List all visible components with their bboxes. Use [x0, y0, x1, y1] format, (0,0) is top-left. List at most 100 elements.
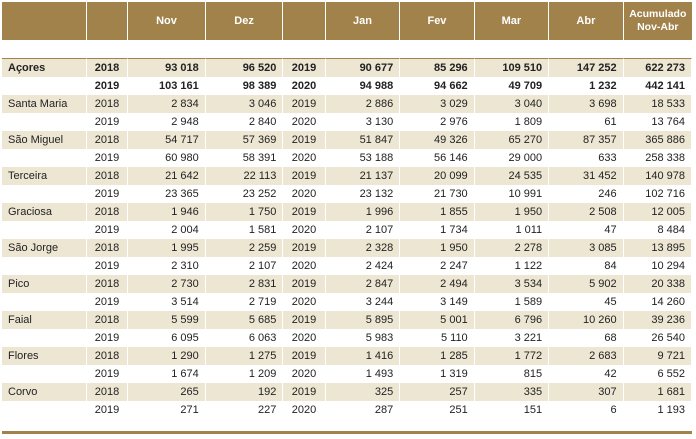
cell-abr: 61: [549, 113, 623, 131]
cell-jan: 325: [326, 383, 400, 401]
cell-name: [2, 149, 87, 167]
cell-acc: 622 273: [624, 58, 692, 77]
cell-mar: 49 709: [475, 77, 549, 95]
cell-jan: 23 132: [326, 185, 400, 203]
table-body: Açores 2018 93 018 96 520 2019 90 677 85 296 10…: [2, 40, 692, 419]
cell-y2: 2020: [283, 329, 325, 347]
cell-mar: 335: [475, 383, 549, 401]
cell-nov: 2 948: [128, 113, 206, 131]
table-row: São Jorge 2018 1 995 2 259 2019 2 328 1 950 2 2…: [2, 239, 692, 257]
cell-y1: 2019: [87, 293, 128, 311]
cell-y2: 2020: [283, 185, 325, 203]
cell-jan: 94 988: [326, 77, 400, 95]
cell-y1: 2019: [87, 185, 128, 203]
cell-fev: 2 976: [400, 113, 474, 131]
cell-fev: 257: [400, 383, 474, 401]
cell-name: Santa Maria: [2, 95, 87, 113]
cell-abr: 2 508: [549, 203, 623, 221]
spacer-row: [2, 40, 692, 58]
cell-nov: 2 730: [128, 275, 206, 293]
cell-acc: 12 005: [624, 203, 692, 221]
cell-fev: 5 110: [400, 329, 474, 347]
bottom-rule: [2, 431, 692, 434]
cell-jan: 3 130: [326, 113, 400, 131]
cell-dez: 2 719: [206, 293, 284, 311]
cell-y1: 2019: [87, 257, 128, 275]
cell-y1: 2019: [87, 401, 128, 419]
cell-y1: 2018: [87, 239, 128, 257]
cell-nov: 3 514: [128, 293, 206, 311]
cell-fev: 3 029: [400, 95, 474, 113]
cell-abr: 307: [549, 383, 623, 401]
cell-y1: 2018: [87, 203, 128, 221]
cell-nov: 1 674: [128, 365, 206, 383]
cell-y1: 2018: [87, 275, 128, 293]
cell-y1: 2018: [87, 58, 128, 77]
cell-y1: 2019: [87, 113, 128, 131]
header-abr: Abr: [549, 2, 623, 40]
cell-fev: 1 319: [400, 365, 474, 383]
cell-abr: 3 085: [549, 239, 623, 257]
header-accumulated: Acumulado Nov-Abr: [624, 2, 692, 40]
cell-dez: 192: [206, 383, 284, 401]
cell-y2: 2020: [283, 221, 325, 239]
cell-acc: 1 193: [624, 401, 692, 419]
cell-fev: 94 662: [400, 77, 474, 95]
table-row: 2019 2 004 1 581 2020 2 107 1 734 1 011 47 8 484: [2, 221, 692, 239]
table-row: 2019 103 161 98 389 2020 94 988 94 662 49 709 1…: [2, 77, 692, 95]
cell-mar: 109 510: [475, 58, 549, 77]
cell-nov: 6 095: [128, 329, 206, 347]
cell-mar: 24 535: [475, 167, 549, 185]
cell-abr: 147 252: [549, 58, 623, 77]
header-dez: Dez: [206, 2, 284, 40]
cell-y1: 2018: [87, 347, 128, 365]
cell-y2: 2019: [283, 275, 325, 293]
table-row: 2019 3 514 2 719 2020 3 244 3 149 1 589 45 14 26…: [2, 293, 692, 311]
cell-dez: 3 046: [206, 95, 284, 113]
cell-mar: 29 000: [475, 149, 549, 167]
cell-jan: 2 886: [326, 95, 400, 113]
cell-jan: 2 328: [326, 239, 400, 257]
cell-y1: 2018: [87, 131, 128, 149]
cell-acc: 14 260: [624, 293, 692, 311]
table-row: 2019 2 310 2 107 2020 2 424 2 247 1 122 84 10 29…: [2, 257, 692, 275]
cell-name: [2, 293, 87, 311]
cell-name: São Jorge: [2, 239, 87, 257]
cell-y2: 2020: [283, 365, 325, 383]
cell-mar: 3 040: [475, 95, 549, 113]
cell-jan: 90 677: [326, 58, 400, 77]
cell-jan: 1 493: [326, 365, 400, 383]
cell-mar: 1 589: [475, 293, 549, 311]
header-accumulated-line1: Acumulado: [629, 8, 686, 20]
cell-dez: 1 275: [206, 347, 284, 365]
cell-nov: 1 290: [128, 347, 206, 365]
table-row: 2019 23 365 23 252 2020 23 132 21 730 10 991 24…: [2, 185, 692, 203]
cell-y2: 2020: [283, 257, 325, 275]
cell-y1: 2019: [87, 221, 128, 239]
cell-y2: 2019: [283, 347, 325, 365]
cell-dez: 2 840: [206, 113, 284, 131]
header-row: Nov Dez Jan Fev Mar Abr Acumulado Nov-Abr: [2, 2, 692, 40]
cell-dez: 1 581: [206, 221, 284, 239]
cell-name: [2, 77, 87, 95]
cell-acc: 9 721: [624, 347, 692, 365]
cell-abr: 68: [549, 329, 623, 347]
cell-acc: 26 540: [624, 329, 692, 347]
cell-acc: 8 484: [624, 221, 692, 239]
cell-y2: 2020: [283, 77, 325, 95]
cell-y2: 2019: [283, 203, 325, 221]
cell-dez: 2 831: [206, 275, 284, 293]
table-row: Açores 2018 93 018 96 520 2019 90 677 85 296 10…: [2, 58, 692, 77]
cell-y1: 2018: [87, 383, 128, 401]
cell-fev: 2 247: [400, 257, 474, 275]
cell-y2: 2019: [283, 95, 325, 113]
cell-dez: 22 113: [206, 167, 284, 185]
cell-mar: 1 011: [475, 221, 549, 239]
cell-jan: 3 244: [326, 293, 400, 311]
cell-y2: 2020: [283, 401, 325, 419]
cell-y1: 2019: [87, 149, 128, 167]
cell-dez: 1 750: [206, 203, 284, 221]
header-blank-year2: [283, 2, 325, 40]
cell-nov: 54 717: [128, 131, 206, 149]
cell-abr: 1 232: [549, 77, 623, 95]
